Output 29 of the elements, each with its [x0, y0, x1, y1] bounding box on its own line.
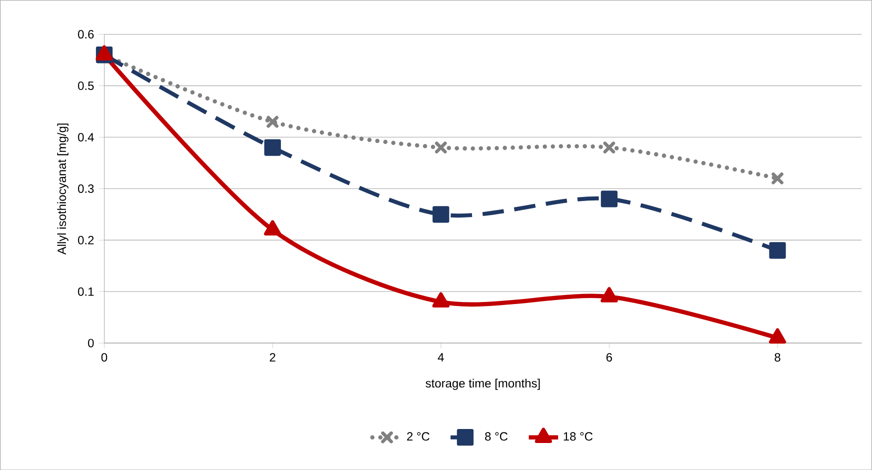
- y-tick-label: 0.6: [78, 30, 94, 38]
- y-tick-label: 0.2: [78, 236, 94, 244]
- y-tick-label: 0.4: [78, 132, 94, 142]
- point: [772, 172, 784, 184]
- point: [434, 141, 447, 154]
- y-tick-label: 0.5: [78, 81, 94, 90]
- point: [266, 116, 278, 128]
- legend-label: 2 °C: [407, 432, 430, 441]
- point: [768, 328, 786, 344]
- y-tick-label: 0.1: [78, 287, 94, 296]
- y-axis-title: Allyl isothiocyanat [mg/g]: [57, 123, 68, 254]
- point: [600, 190, 618, 208]
- x-tick-label: 0: [101, 352, 108, 362]
- x-axis-title: storage time [months]: [426, 378, 540, 390]
- legend-label: 18 °C: [564, 432, 593, 441]
- x-tick-label: 2: [270, 352, 276, 362]
- legend-label: 8 °C: [485, 432, 508, 441]
- point: [432, 206, 450, 223]
- point: [603, 141, 616, 154]
- point: [264, 220, 282, 236]
- x-tick-label: 4: [438, 352, 444, 362]
- x-tick-label: 8: [774, 352, 780, 362]
- point: [600, 286, 618, 302]
- y-tick-label: 0: [88, 338, 94, 348]
- y-tick-label: 0.3: [78, 184, 94, 193]
- point: [432, 292, 450, 308]
- point: [769, 242, 786, 259]
- point: [264, 139, 281, 156]
- x-tick-label: 6: [606, 352, 612, 362]
